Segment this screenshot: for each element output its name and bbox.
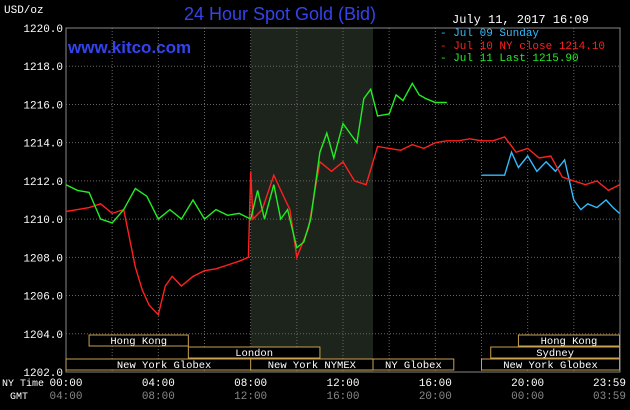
ny-time-label: NY Time — [2, 378, 44, 390]
ny-time-tick: 23:59 — [593, 378, 626, 390]
plot-frame — [65, 27, 621, 373]
gmt-time-tick: 00:00 — [511, 391, 544, 403]
ny-time-tick: 08:00 — [234, 378, 267, 390]
session-label: Hong Kong — [110, 336, 167, 348]
legend-entry-sunday: - Jul 09 Sunday — [440, 28, 540, 40]
y-tick-label: 1206.0 — [23, 292, 63, 304]
session-label: London — [235, 348, 273, 360]
y-tick-label: 1202.0 — [23, 368, 63, 380]
session-label: NY Globex — [385, 360, 442, 372]
session-bar — [372, 358, 455, 371]
gmt-time-tick: 20:00 — [419, 391, 452, 403]
chart-title: 24 Hour Spot Gold (Bid) — [183, 4, 377, 24]
timestamp: July 11, 2017 16:09 — [452, 13, 589, 27]
y-tick-label: 1208.0 — [23, 253, 63, 265]
y-tick-label: 1204.0 — [23, 330, 63, 342]
session-label: New York Globex — [117, 360, 212, 372]
session-label: Sydney — [536, 348, 574, 360]
session-highlight-band — [250, 28, 374, 372]
y-axis-unit-label: USD/oz — [4, 5, 44, 17]
y-tick-label: 1214.0 — [23, 139, 63, 151]
ny-time-tick: 00:00 — [49, 378, 82, 390]
y-tick-label: 1212.0 — [23, 177, 63, 189]
session-bar — [481, 358, 621, 371]
website-watermark: www.kitco.com — [68, 38, 192, 57]
session-bar — [490, 346, 621, 359]
session-label: New York NYMEX — [268, 360, 357, 372]
y-tick-label: 1216.0 — [23, 100, 63, 112]
gmt-label: GMT — [10, 392, 28, 403]
gmt-time-tick: 12:00 — [234, 391, 267, 403]
y-tick-label: 1218.0 — [23, 62, 63, 74]
session-bar — [517, 334, 621, 347]
gmt-time-tick: 03:59 — [593, 391, 626, 403]
series-line-2 — [65, 81, 447, 250]
series-line-0 — [481, 150, 620, 214]
legend-entry-last: - Jul 11 Last 1215.90 — [440, 53, 579, 65]
gmt-time-tick: 16:00 — [326, 391, 359, 403]
y-tick-label: 1210.0 — [23, 215, 63, 227]
ny-time-tick: 12:00 — [326, 378, 359, 390]
y-tick-label: 1220.0 — [23, 24, 63, 36]
session-label: New York Globex — [503, 360, 598, 372]
gmt-time-tick: 04:00 — [49, 391, 82, 403]
session-bar — [88, 334, 189, 347]
ny-time-tick: 20:00 — [511, 378, 544, 390]
ny-time-tick: 04:00 — [142, 378, 175, 390]
session-label: Hong Kong — [541, 336, 598, 348]
session-bar — [187, 346, 321, 359]
ny-time-tick: 16:00 — [419, 378, 452, 390]
gmt-time-tick: 08:00 — [142, 391, 175, 403]
